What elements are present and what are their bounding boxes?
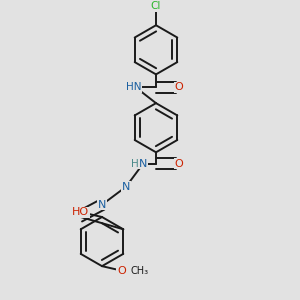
Text: HN: HN — [126, 82, 142, 92]
Text: N: N — [122, 182, 130, 192]
Text: HO: HO — [72, 207, 89, 217]
Text: N: N — [98, 200, 106, 210]
Text: CH₃: CH₃ — [130, 266, 148, 276]
Text: O: O — [117, 266, 126, 276]
Text: O: O — [174, 159, 183, 169]
Text: H: H — [70, 210, 78, 220]
Text: O: O — [174, 82, 183, 92]
Text: Cl: Cl — [151, 2, 161, 11]
Text: N: N — [139, 159, 147, 169]
Text: H: H — [131, 159, 139, 169]
